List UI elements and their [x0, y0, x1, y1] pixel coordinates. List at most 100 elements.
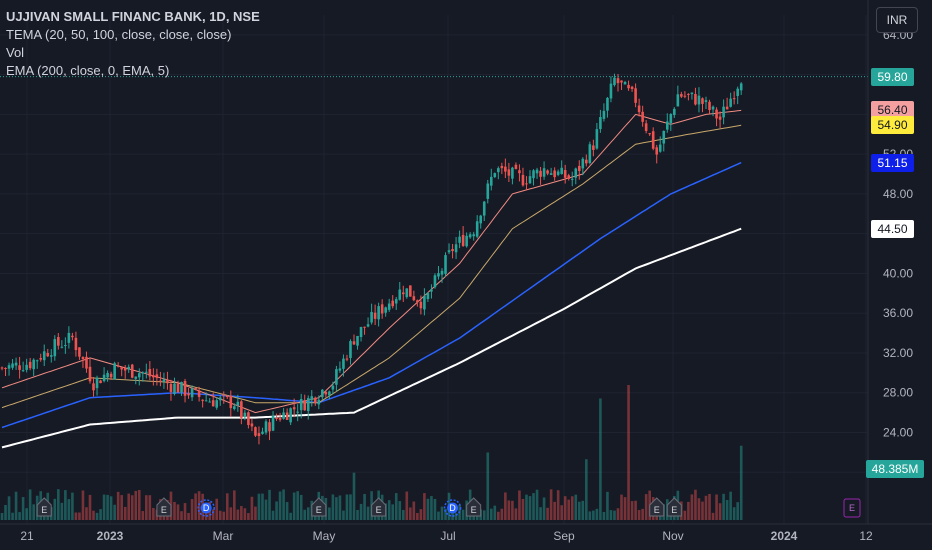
candle-body: [595, 129, 599, 149]
volume-bar: [71, 492, 74, 520]
volume-bar: [261, 493, 264, 520]
volume-bar: [556, 490, 560, 520]
volume-bar: [518, 490, 521, 520]
vol-legend[interactable]: Vol: [6, 45, 25, 60]
candle-body: [623, 82, 627, 85]
candle-body: [11, 363, 14, 368]
volume-bar: [271, 510, 275, 520]
volume-bar: [116, 491, 120, 520]
volume-bar: [148, 495, 152, 520]
candle-body: [67, 332, 71, 343]
volume-bar: [405, 491, 409, 520]
volume-bar: [497, 511, 500, 520]
candle-body: [352, 341, 356, 345]
candle-body: [401, 292, 405, 295]
volume-bar: [95, 512, 99, 520]
time-axis[interactable]: 21 2023 Mar May Jul Sep Nov 2024 12: [0, 523, 932, 543]
candle-body: [665, 121, 669, 130]
candle-body: [592, 145, 595, 150]
volume-bar: [106, 494, 109, 520]
candle-body: [577, 165, 581, 171]
volume-bar: [278, 491, 282, 520]
volume-bar: [711, 512, 715, 520]
volume-bar: [701, 501, 704, 520]
candle-body: [574, 168, 578, 178]
candle-body: [145, 371, 148, 373]
candle-body: [303, 400, 307, 411]
ema-legend[interactable]: EMA (200, close, 0, EMA, 5): [6, 63, 170, 78]
candle-body: [247, 412, 250, 425]
badge-frame: [466, 497, 482, 517]
candle-body: [585, 159, 588, 164]
candle-body: [454, 244, 458, 253]
badge-ring: [197, 499, 215, 517]
volume-bar: [127, 493, 131, 520]
dividend-badge: D: [443, 499, 462, 517]
candle-body: [363, 326, 366, 328]
badge-label: E: [471, 505, 477, 515]
candle-body: [335, 369, 338, 385]
candle-body: [127, 366, 131, 370]
candle-body: [394, 299, 398, 304]
volume-bar: [190, 499, 194, 520]
candle-body: [563, 170, 567, 178]
volume-bar: [574, 494, 578, 520]
candle-body: [53, 339, 57, 357]
volume-bar: [134, 490, 138, 520]
volume-bar: [433, 498, 437, 520]
candle-body: [264, 421, 268, 433]
candle-body: [405, 288, 409, 298]
candle-body: [60, 346, 64, 348]
volume-bar: [419, 509, 423, 520]
tema20-line: [1, 109, 742, 414]
volume-bar: [247, 513, 250, 520]
candle-body: [468, 234, 472, 238]
volume-bar: [363, 493, 366, 520]
candle-body: [637, 105, 641, 113]
volume-bar: [616, 508, 620, 520]
candle-body: [57, 337, 60, 346]
candle-body: [500, 165, 504, 169]
volume-bar: [356, 509, 359, 520]
candle-body: [426, 293, 430, 300]
candle-body: [197, 390, 201, 397]
candle-body: [102, 374, 106, 382]
volume-bar: [194, 493, 197, 520]
candle-body: [81, 357, 85, 360]
candle-body: [504, 166, 507, 172]
volume-bar: [694, 489, 697, 520]
volume-bar: [440, 506, 444, 520]
candle-body: [475, 221, 479, 237]
candle-body: [275, 417, 278, 419]
badge-label: E: [41, 505, 47, 515]
candle-body: [25, 364, 28, 370]
candle-body: [78, 347, 81, 357]
symbol-title[interactable]: UJJIVAN SMALL FINANC BANK, 1D, NSE: [6, 9, 260, 24]
tema-legend[interactable]: TEMA (20, 50, 100, close, close, close): [6, 27, 232, 42]
volume-bar: [57, 489, 60, 520]
candle-body: [482, 201, 486, 216]
candle-body: [137, 373, 141, 378]
candle-body: [570, 178, 574, 180]
candle-body: [644, 123, 648, 132]
candle-body: [268, 422, 271, 432]
candle-body: [539, 170, 542, 177]
candles: [0, 73, 743, 445]
candle-body: [201, 399, 204, 401]
y-tick-label: 24.00: [883, 425, 913, 439]
volume-bar: [641, 508, 644, 520]
earnings-badge: E: [666, 497, 682, 517]
volume-bar: [289, 512, 292, 520]
candle-body: [342, 358, 345, 369]
candle-body: [391, 300, 395, 307]
currency-button[interactable]: INR: [876, 7, 918, 33]
candle-body: [620, 80, 623, 83]
volume-bar: [152, 507, 155, 520]
ema200-line: [1, 227, 742, 449]
candle-body: [718, 116, 722, 120]
candle-body: [35, 360, 39, 362]
candle-body: [349, 341, 352, 359]
volume-bar: [99, 509, 102, 520]
candle-body: [447, 250, 451, 253]
